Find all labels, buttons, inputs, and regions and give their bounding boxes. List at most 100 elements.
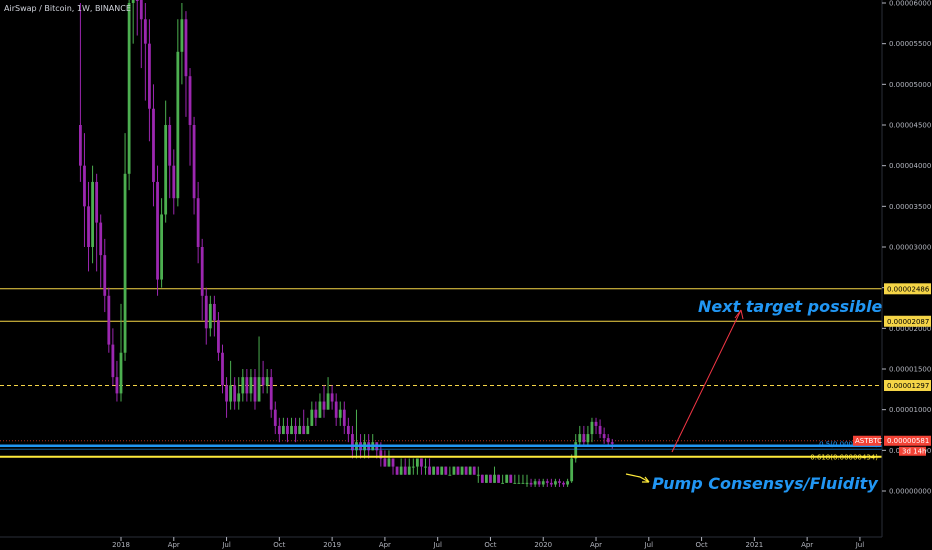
candle-body-54 [298, 425, 302, 435]
candle-body-119 [562, 482, 565, 485]
candle-body-104 [501, 482, 505, 484]
y-tick-label-9: 0.00001500 [889, 366, 931, 374]
target-arrowhead [734, 309, 744, 320]
symbol-badge-label: ASTBTC [855, 437, 882, 445]
x-tick-label-8: 2020 [534, 541, 552, 549]
candle-body-60 [322, 401, 326, 410]
candle-body-107 [513, 482, 517, 484]
candle-body-117 [554, 481, 557, 485]
candle-body-50 [282, 425, 285, 435]
candle-body-105 [505, 474, 509, 483]
candle-body-62 [330, 393, 334, 402]
candle-body-53 [294, 425, 297, 435]
candle-body-127 [594, 421, 598, 426]
candle-body-28 [192, 125, 196, 199]
candle-body-100 [485, 474, 488, 483]
candle-body-14 [135, 0, 139, 1]
chart-title: AirSwap / Bitcoin, 1W, BINANCE [4, 4, 131, 13]
y-tick-label-8: 0.00002000 [889, 325, 931, 333]
candle-body-13 [131, 0, 135, 3]
candle-body-32 [208, 303, 212, 329]
candle-body-102 [493, 474, 496, 483]
x-tick-label-0: 2018 [112, 541, 130, 549]
candle-body-88 [436, 466, 440, 475]
candle-body-59 [318, 401, 322, 418]
candle-body-8 [111, 344, 115, 378]
candle-body-75 [383, 458, 387, 467]
candle-body-109 [521, 482, 525, 484]
candle-body-76 [387, 458, 391, 467]
candle-body-101 [489, 474, 492, 483]
candle-body-3 [91, 181, 94, 247]
candle-body-122 [574, 442, 578, 459]
candle-body-19 [156, 181, 159, 280]
candle-body-98 [476, 474, 480, 476]
candle-body-10 [119, 352, 123, 394]
x-tick-label-7: Oct [484, 541, 496, 549]
annotation-next-target: Next target possible [698, 297, 883, 316]
candle-body-79 [399, 466, 403, 475]
candle-body-0 [79, 125, 82, 166]
candle-body-56 [306, 425, 310, 435]
candle-body-45 [261, 377, 265, 386]
candle-body-103 [497, 474, 500, 483]
x-tick-label-5: Apr [379, 541, 391, 549]
price-badges: 0.00002486 0.00002087 0.00001297 ASTBTC 0.00… [853, 283, 931, 456]
candle-body-9 [115, 377, 119, 394]
candle-body-7 [107, 295, 111, 345]
candle-body-30 [200, 247, 204, 296]
support-lines [0, 444, 882, 458]
candle-body-48 [273, 409, 277, 426]
candle-body-108 [517, 482, 521, 484]
candle-body-116 [549, 482, 553, 485]
y-tick-label-2: 0.00005000 [889, 81, 931, 89]
candle-body-46 [265, 377, 269, 386]
candle-body-87 [432, 466, 436, 475]
candle-body-130 [606, 438, 610, 443]
candle-body-131 [610, 442, 614, 444]
countdown-badge-bg [899, 446, 926, 456]
candle-body-61 [326, 393, 330, 410]
candle-body-6 [103, 255, 107, 296]
x-tick-label-11: Oct [696, 541, 708, 549]
candle-body-37 [229, 385, 233, 402]
x-tick-label-2: Jul [221, 541, 231, 549]
candle-body-65 [342, 409, 346, 426]
candle-body-31 [204, 295, 208, 329]
candle-body-36 [225, 385, 228, 402]
candle-body-84 [420, 458, 423, 467]
horizontal-levels [0, 288, 882, 442]
y-tick-label-10: 0.00001000 [889, 406, 931, 414]
candle-body-26 [184, 19, 188, 77]
candle-body-18 [152, 108, 155, 182]
fib-level-labels: 0.5(0.00000520) 0.618(0.00000434) [810, 441, 878, 462]
y-tick-label-6: 0.00003000 [889, 244, 931, 252]
level-badge-label-1: 0.00002087 [887, 318, 929, 326]
candle-body-113 [537, 481, 541, 485]
candle-body-74 [379, 450, 383, 459]
candle-body-25 [180, 19, 184, 52]
candle-body-91 [448, 474, 452, 476]
candle-body-38 [233, 385, 237, 402]
candle-body-129 [602, 434, 606, 439]
candle-body-112 [533, 481, 537, 485]
candle-body-12 [127, 3, 131, 174]
candle-body-80 [403, 466, 407, 475]
x-tick-label-4: 2019 [323, 541, 341, 549]
x-tick-label-12: 2021 [745, 541, 763, 549]
candle-body-5 [99, 222, 103, 256]
level-badge-bg-0 [884, 283, 931, 295]
annotation-arrows [625, 309, 744, 483]
candle-body-67 [351, 434, 354, 451]
candle-body-118 [558, 481, 561, 483]
candle-body-27 [188, 76, 192, 125]
candle-body-94 [460, 466, 464, 475]
x-tick-label-9: Apr [590, 541, 602, 549]
candle-body-78 [395, 466, 399, 475]
symbol-badge-bg [853, 435, 881, 446]
time-axis[interactable]: 2018 Apr Jul Oct 2019 Apr Jul Oct 2020 Apr Jul Oct 2… [112, 537, 864, 549]
pump-arrowhead [642, 476, 650, 483]
candle-body-89 [440, 466, 444, 475]
